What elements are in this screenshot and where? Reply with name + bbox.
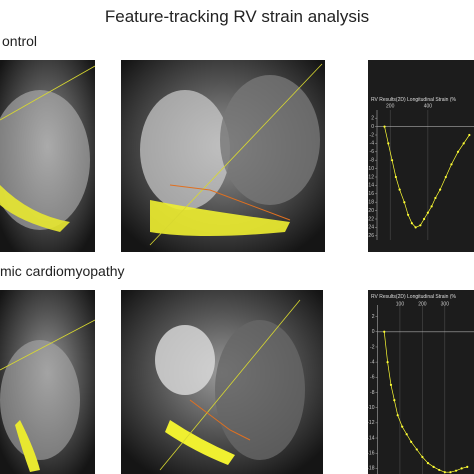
data-point [410, 222, 413, 225]
data-point [426, 211, 429, 214]
data-point [410, 440, 413, 443]
y-tick-label: -8 [370, 390, 375, 396]
data-point [398, 188, 401, 191]
data-point [415, 448, 418, 451]
y-tick-label: -26 [367, 233, 374, 239]
data-point [462, 142, 465, 145]
y-tick-label: 0 [371, 124, 374, 130]
data-point [450, 163, 453, 166]
data-point [394, 175, 397, 179]
y-tick-label: 2 [371, 116, 374, 122]
y-tick-label: -16 [367, 191, 374, 197]
mri-image [0, 290, 96, 474]
y-tick-label: -4 [370, 141, 375, 147]
data-point [438, 468, 441, 472]
data-point [393, 398, 396, 402]
y-tick-label: -16 [367, 451, 374, 457]
y-tick-label: -10 [367, 166, 374, 172]
y-tick-label: -6 [370, 375, 375, 381]
y-tick-label: -18 [367, 200, 374, 206]
x-tick-label: 400 [424, 103, 433, 109]
y-tick-label: -10 [367, 405, 374, 411]
data-point [387, 142, 390, 145]
y-tick-label: -2 [370, 344, 375, 350]
data-point [383, 125, 386, 128]
chart-title: RV Results(2D) Longitudinal Strain (% [371, 97, 457, 103]
chart: RV Results(2D) Longitudinal Strain (% 2 0 -… [367, 294, 474, 474]
strain-line [384, 126, 470, 228]
y-tick-label: -14 [367, 435, 374, 441]
chart-panel [368, 60, 474, 252]
data-point [426, 461, 430, 465]
y-tick-label: -12 [367, 174, 374, 180]
data-point [454, 469, 458, 472]
data-point [383, 330, 386, 333]
data-point [460, 467, 463, 470]
y-tick-label: 0 [372, 329, 375, 335]
data-point [406, 213, 410, 216]
y-tick-label: -6 [370, 149, 375, 155]
chart: RV Results(2D) Longitudinal Strain (% 2 0 -… [367, 97, 474, 240]
data-point [444, 175, 447, 179]
data-point [414, 226, 417, 229]
y-tick-label: 2 [372, 314, 375, 320]
data-point [389, 383, 393, 387]
y-tick-label: -24 [367, 225, 374, 231]
y-tick-label: -12 [367, 420, 374, 426]
mri-image [121, 290, 323, 474]
data-point [439, 188, 442, 191]
y-tick-label: -8 [370, 158, 375, 164]
x-tick-label: 200 [386, 103, 395, 109]
data-point [403, 201, 406, 204]
x-tick-label: 100 [396, 301, 405, 307]
y-tick-label: -14 [367, 183, 374, 189]
x-tick-label: 300 [441, 301, 450, 307]
data-point [430, 205, 433, 208]
data-point [419, 224, 422, 227]
data-point [432, 465, 435, 468]
data-point [421, 455, 424, 459]
data-point [386, 361, 389, 364]
row-label: ontrol [2, 33, 37, 49]
data-point [468, 133, 471, 137]
data-point [396, 414, 399, 417]
y-tick-label: -22 [367, 216, 374, 222]
y-tick-label: -18 [367, 466, 374, 472]
mri-image [0, 60, 96, 252]
data-point [466, 465, 469, 468]
data-point [390, 159, 394, 162]
y-tick-label: -20 [367, 208, 374, 214]
data-point [401, 425, 404, 428]
chart-panel [368, 290, 474, 474]
data-point [449, 471, 452, 474]
data-point [405, 433, 408, 436]
chart-title: RV Results(2D) Longitudinal Strain (% [371, 294, 457, 300]
x-tick-label: 200 [418, 301, 427, 307]
y-tick-label: -2 [370, 132, 375, 138]
data-point [434, 196, 437, 200]
data-point [423, 217, 426, 221]
y-tick-label: -4 [370, 359, 375, 365]
row-label: mic cardiomyopathy [0, 263, 125, 279]
data-point [456, 150, 460, 153]
mri-image [121, 60, 325, 252]
data-point [443, 471, 446, 474]
figure-title: Feature-tracking RV strain analysis [105, 7, 369, 26]
